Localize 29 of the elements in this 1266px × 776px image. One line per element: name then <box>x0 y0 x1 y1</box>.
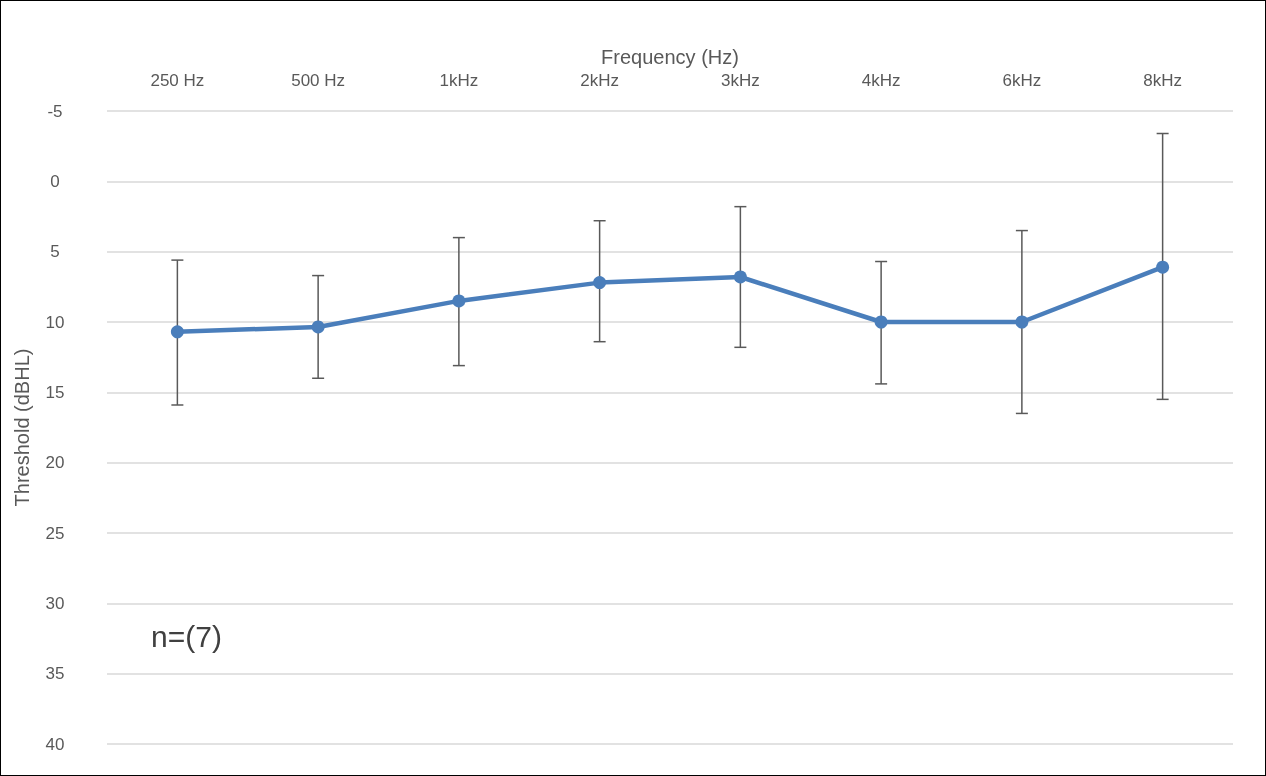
x-axis-title: Frequency (Hz) <box>601 46 739 69</box>
y-tick-label: 25 <box>45 523 65 543</box>
x-tick-label: 8kHz <box>1143 71 1182 90</box>
x-tick-label: 6kHz <box>1002 71 1042 90</box>
y-tick-label: 10 <box>45 312 65 332</box>
y-tick-label: 40 <box>45 734 65 754</box>
x-tick-label: 2kHz <box>580 71 619 90</box>
point <box>733 270 747 284</box>
x-tick-label: 4kHz <box>861 71 901 90</box>
point <box>593 276 607 290</box>
x-tick-label: 1kHz <box>439 71 479 90</box>
point <box>452 294 466 308</box>
y-tick-label: -5 <box>47 101 63 121</box>
point <box>170 325 184 339</box>
x-tick-label: 250 Hz <box>150 71 205 90</box>
y-tick-label: 15 <box>45 382 65 402</box>
y-tick-label: 20 <box>45 453 65 473</box>
point <box>311 320 325 334</box>
point <box>874 315 888 329</box>
annotation: n=(7) <box>151 619 222 653</box>
y-tick-label: 0 <box>50 171 60 191</box>
y-axis-title: Threshold (dBHL) <box>11 348 33 507</box>
y-tick-label: 35 <box>45 664 65 684</box>
y-tick-label: 30 <box>45 593 65 613</box>
point <box>1156 260 1170 274</box>
y-tick-label: 5 <box>50 242 60 262</box>
x-tick-label: 3kHz <box>721 71 760 90</box>
x-tick-label: 500 Hz <box>291 71 346 90</box>
point <box>1015 315 1029 329</box>
